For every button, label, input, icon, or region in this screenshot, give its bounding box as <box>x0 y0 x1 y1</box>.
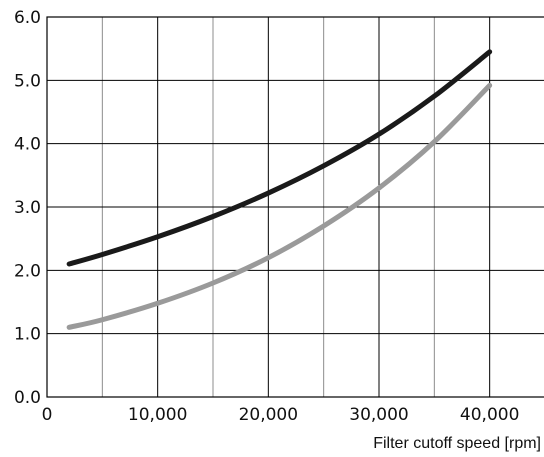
y-tick-label: 3.0 <box>14 198 41 218</box>
series-lines <box>66 49 493 330</box>
y-tick-label: 4.0 <box>14 135 41 155</box>
plot-frame <box>46 16 544 398</box>
y-tick-label: 0.0 <box>14 388 41 408</box>
x-tick-label: 20,000 <box>239 405 298 425</box>
x-tick-label: 40,000 <box>460 405 519 425</box>
series-line-2 <box>66 82 493 330</box>
series-line-1 <box>66 49 493 267</box>
grid <box>47 17 544 397</box>
x-tick-label: 10,000 <box>128 405 187 425</box>
x-tick-label: 30,000 <box>349 405 408 425</box>
y-tick-label: 5.0 <box>14 71 41 91</box>
y-axis-tick-labels: 0.0 1.0 2.0 3.0 4.0 5.0 6.0 <box>14 8 41 408</box>
y-tick-label: 6.0 <box>14 8 41 28</box>
y-tick-label: 2.0 <box>14 261 41 281</box>
y-tick-label: 1.0 <box>14 325 41 345</box>
x-axis-title: Filter cutoff speed [rpm] <box>373 435 541 452</box>
x-axis-tick-labels: 0 10,000 20,000 30,000 40,000 <box>42 405 520 425</box>
x-tick-label: 0 <box>42 405 53 425</box>
